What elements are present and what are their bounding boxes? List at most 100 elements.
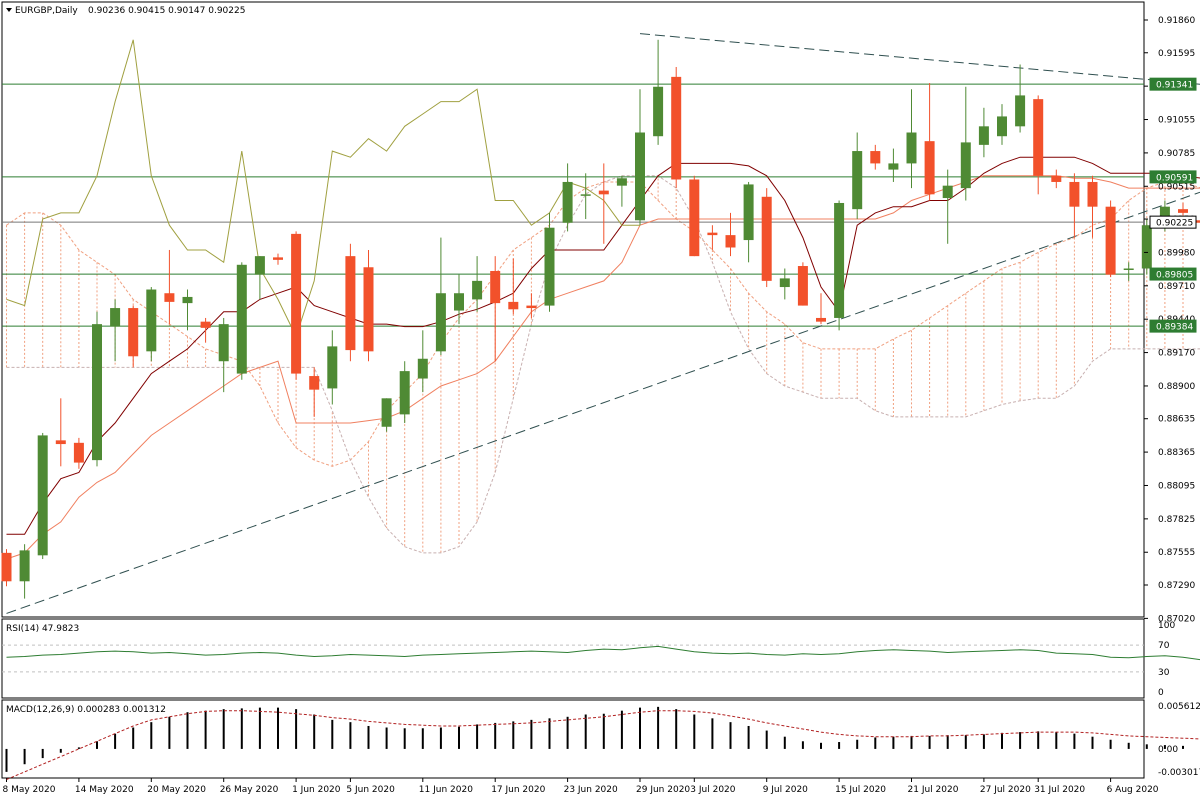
candle-body (381, 398, 392, 427)
candle-body (200, 321, 211, 328)
price-tick-label: 0.91860 (1158, 16, 1195, 26)
candle-body (635, 132, 645, 221)
candle-body (1015, 95, 1026, 127)
price-tick-label: 0.91595 (1158, 49, 1195, 59)
level-label: 0.91341 (1156, 81, 1193, 91)
candle-body (1, 552, 12, 582)
time-axis: 8 May 2020 14 May 2020 20 May 2020 26 May 2… (3, 778, 1159, 795)
price-tick-label: 0.89710 (1158, 282, 1195, 292)
candle-body (544, 227, 555, 306)
macd-tick-label: 0.005612 (1158, 702, 1200, 712)
candle-body (490, 270, 501, 304)
time-tick-label: 29 Jun 2020 (636, 785, 690, 795)
time-tick-label: 9 Jul 2020 (763, 785, 808, 795)
time-tick-label: 8 May 2020 (3, 785, 56, 795)
candle-body (254, 256, 265, 275)
time-tick-label: 20 May 2020 (147, 785, 206, 795)
time-tick-label: 5 Jun 2020 (346, 785, 395, 795)
candle-body (1123, 268, 1134, 271)
candle-body (218, 324, 229, 362)
time-tick-label: 11 Jun 2020 (419, 785, 473, 795)
kijun-sen-line (6, 175, 1200, 560)
candle-body (816, 317, 826, 322)
candle-body (417, 358, 428, 379)
price-tick-label: 0.87290 (1158, 581, 1195, 591)
candle-body (399, 371, 410, 415)
level-label: 0.90225 (1156, 219, 1193, 229)
candle-body (273, 257, 283, 260)
candle-body (345, 256, 356, 351)
time-tick-label: 14 May 2020 (75, 785, 134, 795)
level-label-box (1149, 319, 1197, 333)
time-tick-label: 15 Jul 2020 (835, 785, 886, 795)
price-tick-label: 0.87555 (1158, 548, 1195, 558)
candle-body (454, 293, 464, 311)
collapse-arrow-icon[interactable] (6, 8, 12, 12)
macd-panel-frame (1, 699, 1145, 779)
candle-body (164, 293, 175, 302)
price-panel-frame (1, 1, 1145, 618)
macd-tick-label: 0.00 (1158, 745, 1178, 755)
candle-body (960, 142, 971, 189)
candlesticks (1, 39, 1200, 599)
macd-tick-label: -0.003017 (1158, 768, 1200, 778)
candle-body (562, 181, 573, 223)
candle-body (779, 278, 790, 288)
candle-body (1033, 99, 1044, 176)
candle-body (309, 376, 320, 390)
candle-body (797, 266, 808, 306)
candle-body (1141, 225, 1152, 269)
rsi-label: RSI(14) 47.9823 (6, 624, 79, 634)
horizontal-levels (2, 83, 1144, 327)
candle-body (526, 305, 537, 309)
candle-body (1196, 220, 1200, 223)
time-tick-label: 21 Jul 2020 (908, 785, 959, 795)
level-label-box (1149, 215, 1197, 229)
candle-body (73, 442, 84, 463)
symbol-label: EURGBP,Daily (15, 6, 78, 16)
candle-body (761, 196, 772, 281)
candle-body (37, 435, 48, 556)
candle-body (327, 346, 338, 389)
candle-body (671, 76, 682, 180)
macd-label: MACD(12,26,9) 0.000283 0.001312 (6, 705, 166, 715)
candle-body (472, 280, 483, 300)
ohlc-readout: 0.90236 0.90415 0.90147 0.90225 (88, 6, 245, 16)
candle-body (508, 301, 519, 310)
candle-body (291, 233, 302, 374)
candle-body (689, 179, 700, 257)
price-tick-label: 0.90515 (1158, 182, 1195, 192)
price-tick-label: 0.87825 (1158, 515, 1195, 525)
candle-body (834, 202, 845, 318)
chikou-span-line (6, 39, 640, 338)
rsi-line (6, 645, 1200, 661)
time-tick-label: 1 Jun 2020 (292, 785, 341, 795)
level-label: 0.90591 (1156, 173, 1193, 183)
candle-body (128, 308, 139, 357)
rsi-tick-label: 100 (1158, 621, 1175, 631)
macd-signal-line (6, 710, 1200, 780)
price-tick-label: 0.90785 (1158, 149, 1195, 159)
rsi-tick-label: 0 (1158, 688, 1164, 698)
time-tick-label: 6 Aug 2020 (1107, 785, 1159, 795)
candle-body (978, 126, 989, 145)
candle-body (580, 194, 591, 196)
candle-body (435, 293, 446, 352)
time-tick-label: 26 May 2020 (220, 785, 279, 795)
candle-body (997, 116, 1007, 137)
candle-body (906, 132, 917, 164)
candle-body (870, 151, 881, 164)
candle-body (146, 289, 157, 352)
price-axis: 0.918600.915950.913250.910550.907850.905… (1144, 16, 1197, 624)
price-tick-label: 0.91055 (1158, 116, 1195, 126)
trendlines (6, 33, 1200, 614)
time-tick-label: 3 Jul 2020 (690, 785, 735, 795)
rsi-panel-frame (1, 618, 1145, 699)
candle-body (55, 440, 66, 445)
level-label: 0.89384 (1156, 323, 1193, 333)
time-tick-label: 17 Jun 2020 (491, 785, 545, 795)
rsi-tick-label: 70 (1158, 641, 1170, 651)
candle-body (598, 190, 609, 195)
candle-body (942, 185, 953, 199)
candle-body (1105, 206, 1116, 275)
